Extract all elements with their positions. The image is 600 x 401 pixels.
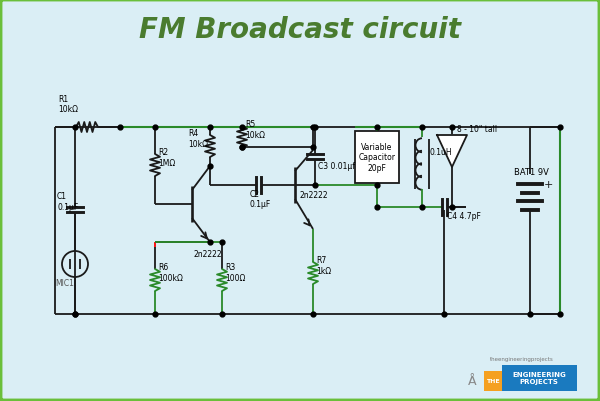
Bar <box>484 371 502 391</box>
Text: R3
100Ω: R3 100Ω <box>225 263 245 282</box>
Polygon shape <box>437 136 467 168</box>
Text: theengineeringprojects: theengineeringprojects <box>490 356 554 361</box>
Text: 2n2222: 2n2222 <box>300 190 329 200</box>
Text: R7
1kΩ: R7 1kΩ <box>316 256 331 275</box>
Text: THE: THE <box>486 379 500 383</box>
Text: ENGINEERING
PROJECTS: ENGINEERING PROJECTS <box>512 372 566 385</box>
Text: C1
0.1μF: C1 0.1μF <box>57 192 78 211</box>
Text: 8 - 10" tall: 8 - 10" tall <box>457 125 497 134</box>
Bar <box>355 132 399 184</box>
Text: BAT1 9V: BAT1 9V <box>514 168 549 176</box>
Text: MIC1: MIC1 <box>56 278 74 287</box>
Text: R2
1MΩ: R2 1MΩ <box>158 148 175 167</box>
Text: +: + <box>544 180 553 190</box>
Text: R1
10kΩ: R1 10kΩ <box>58 94 78 114</box>
Text: Å: Å <box>467 375 476 387</box>
Text: C3 0.01μf: C3 0.01μf <box>318 162 355 170</box>
Text: R5
10kΩ: R5 10kΩ <box>245 120 265 140</box>
Text: 0.1uH: 0.1uH <box>430 148 452 157</box>
Text: FM Broadcast circuit: FM Broadcast circuit <box>139 16 461 44</box>
Bar <box>502 365 577 391</box>
Text: 2n2222: 2n2222 <box>194 249 223 258</box>
Text: C2
0.1μF: C2 0.1μF <box>250 190 271 209</box>
Text: C4 4.7pF: C4 4.7pF <box>447 211 481 221</box>
Text: Variable
Capacitor
20pF: Variable Capacitor 20pF <box>359 143 395 172</box>
Text: R6
100kΩ: R6 100kΩ <box>158 263 183 282</box>
Text: R4
10kΩ: R4 10kΩ <box>188 129 208 148</box>
